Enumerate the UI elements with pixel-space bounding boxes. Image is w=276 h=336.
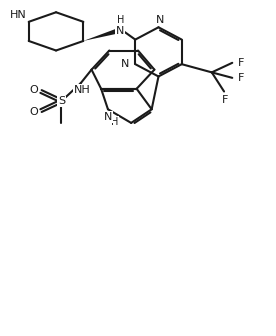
Text: F: F [238, 58, 244, 68]
Text: H: H [116, 15, 124, 26]
Text: HN: HN [10, 10, 26, 19]
Text: F: F [222, 95, 229, 105]
Text: H: H [111, 117, 118, 127]
Text: O: O [29, 107, 38, 117]
Text: N: N [156, 14, 164, 25]
Text: N: N [104, 112, 112, 122]
Text: F: F [238, 73, 244, 83]
Polygon shape [83, 29, 117, 41]
Text: S: S [58, 96, 65, 106]
Text: N: N [121, 59, 129, 69]
Text: NH: NH [74, 85, 90, 95]
Text: N: N [116, 26, 124, 36]
Text: O: O [29, 85, 38, 95]
